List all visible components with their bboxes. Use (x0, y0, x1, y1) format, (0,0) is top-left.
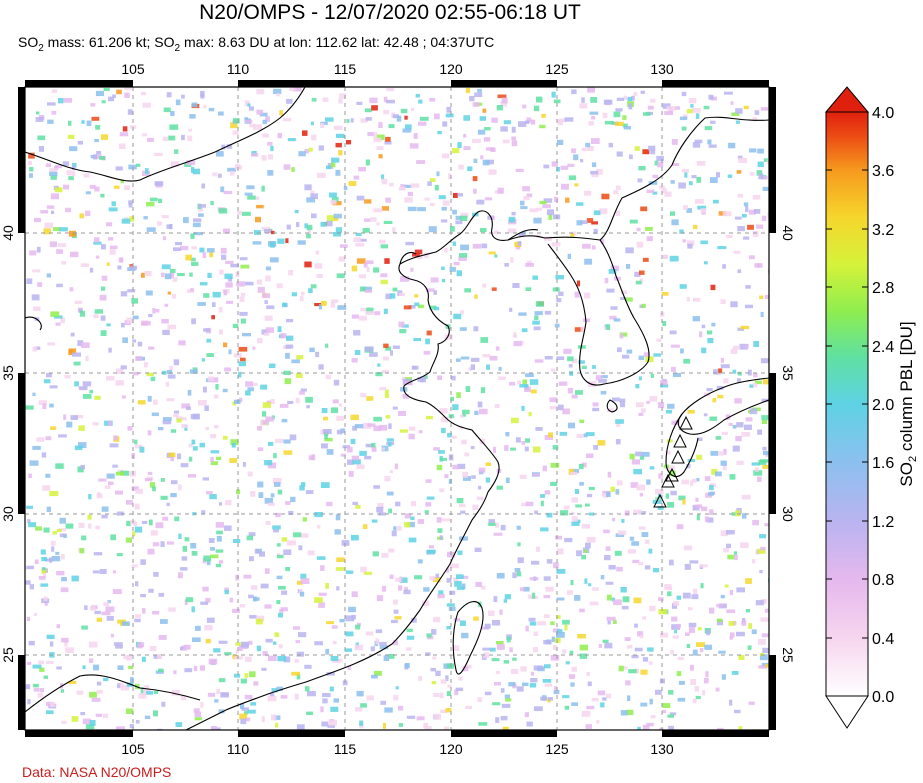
colorbar-label-2-0: 2.0 (872, 397, 894, 414)
lon-label-top-110: 110 (227, 61, 250, 77)
colorbar-label-0-8: 0.8 (872, 572, 894, 589)
colorbar-title-prefix: SO (897, 462, 916, 487)
lon-label-top-130: 130 (650, 61, 674, 77)
colorbar-label-1-2: 1.2 (872, 514, 894, 531)
data-credit: Data: NASA N20/OMPS (22, 764, 172, 780)
lat-label-left-25: 25 (0, 647, 16, 663)
lat-label-right-40: 40 (780, 225, 796, 241)
colorbar-label-3-2: 3.2 (872, 222, 894, 239)
lon-label-bottom-105: 105 (121, 741, 145, 757)
lon-label-bottom-110: 110 (227, 741, 250, 757)
frame-ticks (18, 80, 776, 737)
colorbar-title: SO2 column PBL [DU] (897, 321, 919, 486)
colorbar-title-suffix: column PBL [DU] (897, 321, 916, 455)
lon-label-top-120: 120 (439, 61, 463, 77)
so2-pixel-field (25, 87, 769, 730)
so2-summary-subscript-2: 2 (174, 42, 181, 54)
colorbar-label-1-6: 1.6 (872, 455, 894, 472)
so2-summary: SO2 mass: 61.206 kt; SO2 max: 8.63 DU at… (18, 33, 494, 58)
lat-label-left-35: 35 (0, 365, 16, 381)
so2-summary-max: max: 8.63 DU at lon: 112.62 lat: 42.48 ;… (180, 34, 495, 50)
map-title: N20/OMPS - 12/07/2020 02:55-06:18 UT (199, 1, 581, 24)
colorbar-ramp (825, 111, 869, 697)
lon-labels-bottom: 105 110 115 120 125 130 (121, 741, 674, 757)
lon-label-bottom-125: 125 (545, 741, 569, 757)
lon-label-top-125: 125 (545, 61, 569, 77)
lat-label-left-30: 30 (0, 506, 16, 522)
lon-label-top-115: 115 (334, 61, 357, 77)
lat-label-right-35: 35 (780, 365, 796, 381)
so2-summary-mass-prefix: SO (18, 34, 39, 50)
lat-label-left-40: 40 (0, 225, 16, 241)
lat-labels-left: 40 35 30 25 (0, 225, 16, 663)
coastlines (25, 87, 769, 730)
colorbar-label-3-6: 3.6 (872, 163, 894, 180)
lat-label-right-30: 30 (780, 506, 796, 522)
so2-summary-mass: mass: 61.206 kt; SO (43, 34, 175, 50)
colorbar-label-0-4: 0.4 (872, 631, 894, 648)
colorbar: 4.0 3.6 3.2 2.8 2.4 2.0 1.6 1.2 0.8 0.4 … (824, 86, 919, 729)
colorbar-extend-max (824, 86, 870, 113)
lon-label-bottom-115: 115 (334, 741, 357, 757)
lat-labels-right: 40 35 30 25 (780, 225, 796, 663)
lon-labels-top: 105 110 115 120 125 130 (121, 61, 674, 77)
lat-label-right-25: 25 (780, 647, 796, 663)
colorbar-extend-min (825, 695, 869, 729)
lon-label-bottom-130: 130 (650, 741, 674, 757)
grid-lines (25, 87, 769, 730)
colorbar-title-subscript: 2 (907, 456, 919, 462)
colorbar-label-2-4: 2.4 (872, 339, 894, 356)
colorbar-label-4-0: 4.0 (872, 105, 894, 122)
lon-label-bottom-120: 120 (439, 741, 463, 757)
colorbar-label-2-8: 2.8 (872, 280, 894, 297)
colorbar-label-0-0: 0.0 (872, 689, 894, 706)
so2-summary-subscript: 2 (38, 42, 44, 54)
volcano-markers (653, 415, 693, 508)
lon-label-top-105: 105 (121, 61, 145, 77)
